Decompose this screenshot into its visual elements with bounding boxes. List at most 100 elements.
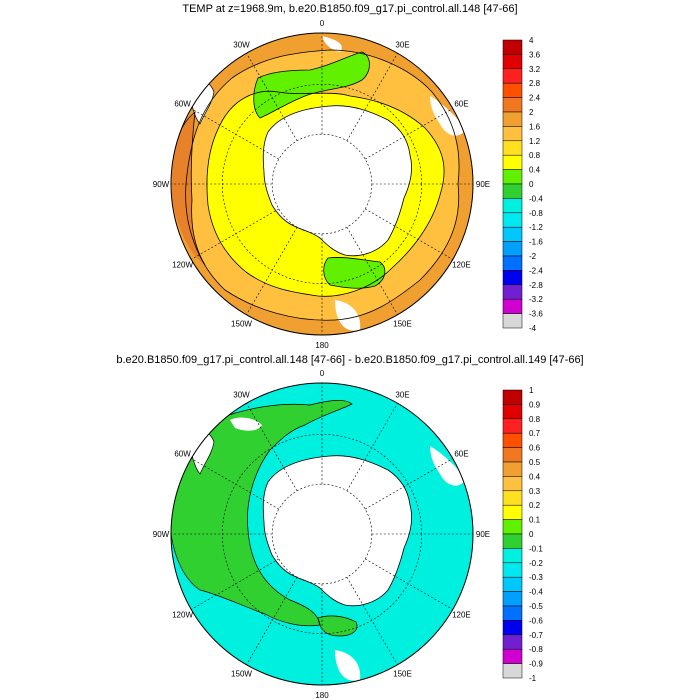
colorbar-label: -1.6 [529,238,543,247]
meridian-line [191,558,279,610]
colorbar-box [502,620,523,636]
temperature-field [171,33,473,335]
longitude-label: 120W [172,261,193,270]
difference-field [171,383,473,685]
colorbar-box [502,313,523,329]
colorbar-label: 0.4 [529,166,541,175]
colorbar-label: -2.8 [529,281,543,290]
meridian-line [365,558,453,610]
colorbar-box [502,140,523,156]
colorbar-box [502,519,523,535]
map-panel-bottom: 0 30E 60E 90E 120E 150E 180 150W 120W 90W 60W 30W 1… [153,369,544,700]
colorbar-label: 0 [529,530,534,539]
colorbar-label: 1 [529,386,534,395]
meridian-line [246,403,298,491]
colorbar-box [502,111,523,127]
contour-1.2-north [253,51,370,119]
colorbar-label: -1 [529,674,537,683]
missing-data-east [430,96,466,136]
colorbar-label: -0.7 [529,631,543,640]
colorbar-label: 2 [529,108,534,117]
colorbar-top: 4 3.6 3.2 2.8 2.4 2 1.6 1.2 0.8 0.4 0 -0.4 -0.8 -1.2 -… [502,36,543,333]
colorbar-label: 0.9 [529,400,541,409]
missing-data-south [335,300,361,331]
colorbar-box [502,212,523,228]
colorbar-label: -4 [529,324,537,333]
colorbar-label: 3.6 [529,50,541,59]
meridian-line [246,53,298,141]
colorbar-label: -2 [529,252,537,261]
longitude-label: 60W [174,450,191,459]
colorbar-box [502,226,523,242]
colorbar-box [502,476,523,492]
colorbar-box [502,183,523,199]
colorbar-label: 1.6 [529,122,541,131]
colorbar-label: 0.5 [529,458,541,467]
longitude-label: 150E [393,669,412,678]
contour-zero-south [317,615,358,637]
colorbar-label: -1.2 [529,223,543,232]
colorbar-label: 0.1 [529,516,541,525]
colorbar-label: -0.3 [529,573,543,582]
colorbar-label: 0.4 [529,472,541,481]
graticule-top [171,33,473,335]
meridian-line [191,458,279,510]
longitude-label: 60W [174,100,191,109]
graticule-bottom [171,383,473,685]
colorbar-bottom: 1 0.9 0.8 0.7 0.6 0.5 0.4 0.3 0.2 0.1 0 -0.1 -0.2 -0.… [502,386,543,683]
contour-2.4 [171,111,206,266]
antarctica-landmass [262,105,412,257]
map-title-top: TEMP at z=1968.9m, b.e20.B1850.f09_g17.p… [182,3,518,15]
meridian-line [365,208,453,260]
temp-band-0.8-1.2-north [253,52,370,118]
temp-band-2.4-2.8 [172,112,205,265]
colorbar-box [502,418,523,434]
colorbar-box [502,169,523,185]
colorbar-box [502,591,523,607]
meridian-line [365,458,453,510]
colorbar-label: 1.2 [529,137,541,146]
diff-band-0-0.1-west [171,400,352,626]
colorbar-box [502,548,523,564]
missing-data-bottom-2 [430,446,466,486]
missing-data-north [322,36,342,52]
longitude-label: 60E [454,100,468,109]
meridian-line [191,108,279,160]
map-border-bottom [170,382,474,686]
longitude-label: 0 [320,19,325,28]
contour-zero-west [171,400,353,627]
colorbar-label: 0.2 [529,501,541,510]
colorbar-box [502,576,523,592]
colorbar-box [502,126,523,142]
colorbar-box [502,97,523,113]
longitude-label: 150W [231,669,252,678]
meridian-line [346,227,398,315]
colorbar-box [502,432,523,448]
colorbar-label: -3.6 [529,310,543,319]
colorbar-box [502,82,523,98]
longitude-label: 150W [231,319,252,328]
longitude-labels-bottom: 0 30E 60E 90E 120E 150E 180 150W 120W 90W 60W 30W [153,369,490,700]
antarctica-landmass-bottom [262,455,412,607]
longitude-label: 30W [233,41,250,50]
colorbar-label: 2.8 [529,79,541,88]
colorbar-label: -0.5 [529,602,543,611]
temp-band-0.8-1.2-south [323,257,385,289]
colorbar-box [502,270,523,286]
meridian-line [246,227,298,315]
meridian-line [346,403,398,491]
meridian-line [365,108,453,160]
colorbar-box [502,68,523,84]
colorbar-box [502,447,523,463]
colorbar-box [502,298,523,314]
colorbar-box [502,605,523,621]
longitude-label: 150E [393,319,412,328]
colorbar-label: 4 [529,36,534,45]
longitude-label: 0 [320,369,325,378]
colorbar-label: -0.6 [529,616,543,625]
contour-2.0 [185,49,460,321]
diff-band-0-0.1-south [318,615,358,636]
colorbar-label: 2.4 [529,94,541,103]
longitude-label: 120E [452,611,471,620]
contour-1.2-south [323,257,386,289]
